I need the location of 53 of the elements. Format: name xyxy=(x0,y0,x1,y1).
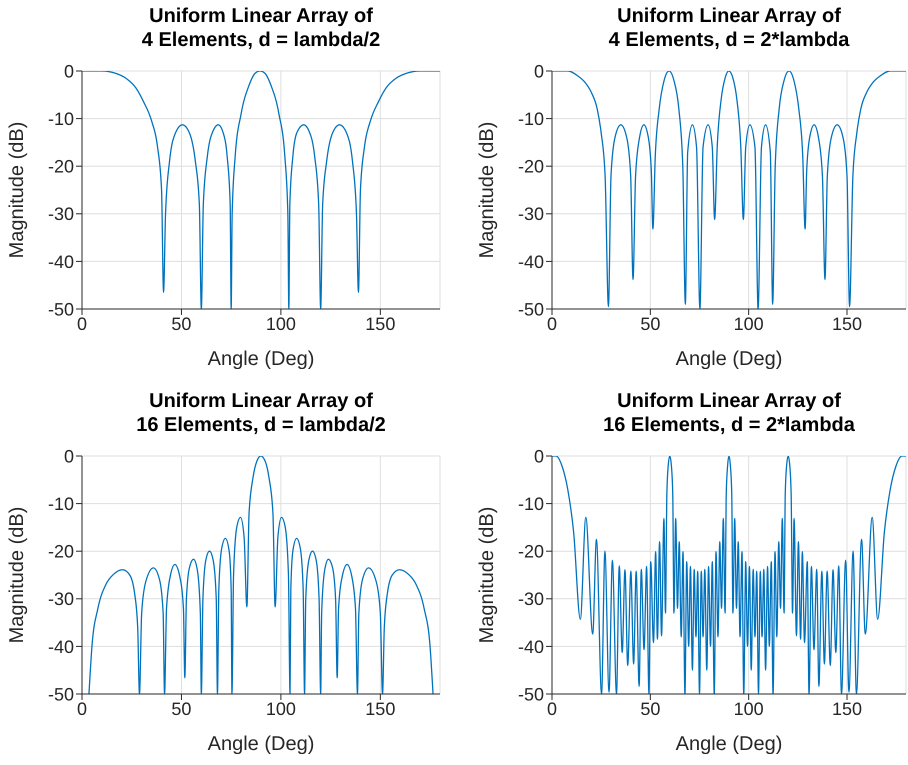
x-tick-label: 0 xyxy=(76,698,88,719)
y-tick-label: -30 xyxy=(518,204,544,224)
y-tick-label: 0 xyxy=(534,61,544,82)
y-tick-label: -20 xyxy=(518,542,544,562)
y-tick-label: -30 xyxy=(518,589,544,610)
x-tick-label: 0 xyxy=(76,314,88,334)
y-tick-label: -40 xyxy=(48,636,74,657)
y-tick-label: -20 xyxy=(48,156,74,177)
y-tick-label: 0 xyxy=(64,446,74,466)
y-tick-label: -10 xyxy=(518,108,544,129)
y-tick-label: -20 xyxy=(518,156,544,177)
x-tick-label: 100 xyxy=(734,698,764,719)
y-tick-label: 0 xyxy=(534,446,544,466)
x-axis-title: Angle (Deg) xyxy=(208,348,314,370)
x-axis-title: Angle (Deg) xyxy=(676,733,782,755)
x-tick-label: 100 xyxy=(734,314,764,334)
x-tick-label: 50 xyxy=(640,314,660,334)
line-series xyxy=(88,456,434,694)
x-tick-label: 50 xyxy=(640,698,660,719)
y-tick-label: -50 xyxy=(518,299,544,320)
x-axis-title: Angle (Deg) xyxy=(208,733,314,755)
y-tick-label: -40 xyxy=(518,636,544,657)
x-tick-label: 100 xyxy=(266,698,296,719)
chart-title: Uniform Linear Array of 4 Elements, d = lambda/2 xyxy=(140,4,382,52)
y-tick-label: -30 xyxy=(48,589,74,610)
y-axis-title: Magnitude (dB) xyxy=(476,506,498,644)
chart-title: Uniform Linear Array of 4 Elements, d = 2*lambda xyxy=(608,4,850,52)
x-tick-label: 150 xyxy=(365,314,396,334)
y-tick-label: -50 xyxy=(518,684,544,704)
y-tick-label: -50 xyxy=(48,684,74,704)
x-tick-label: 0 xyxy=(546,314,558,334)
x-tick-label: 150 xyxy=(832,314,862,334)
y-tick-label: -20 xyxy=(48,542,74,562)
x-tick-label: 150 xyxy=(365,698,396,719)
y-tick-label: -10 xyxy=(518,494,544,514)
y-tick-label: -10 xyxy=(48,494,74,514)
y-tick-label: -50 xyxy=(48,299,74,320)
x-axis-title: Angle (Deg) xyxy=(676,348,782,370)
x-tick-label: 100 xyxy=(266,314,296,334)
y-axis-title: Magnitude (dB) xyxy=(6,122,28,258)
y-tick-label: -30 xyxy=(48,204,74,224)
y-axis-title: Magnitude (dB) xyxy=(476,122,498,258)
x-tick-label: 150 xyxy=(832,698,862,719)
chart-title: Uniform Linear Array of 16 Elements, d = 2*lambda xyxy=(602,389,856,437)
y-tick-label: -40 xyxy=(518,252,544,272)
x-tick-label: 50 xyxy=(171,314,192,334)
y-tick-label: -10 xyxy=(48,108,74,129)
chart-title: Uniform Linear Array of 16 Elements, d = lambda/2 xyxy=(135,389,387,437)
x-tick-label: 50 xyxy=(171,698,192,719)
x-tick-label: 0 xyxy=(546,698,558,719)
y-tick-label: -40 xyxy=(48,252,74,272)
y-axis-title: Magnitude (dB) xyxy=(6,506,28,644)
y-tick-label: 0 xyxy=(64,61,74,82)
